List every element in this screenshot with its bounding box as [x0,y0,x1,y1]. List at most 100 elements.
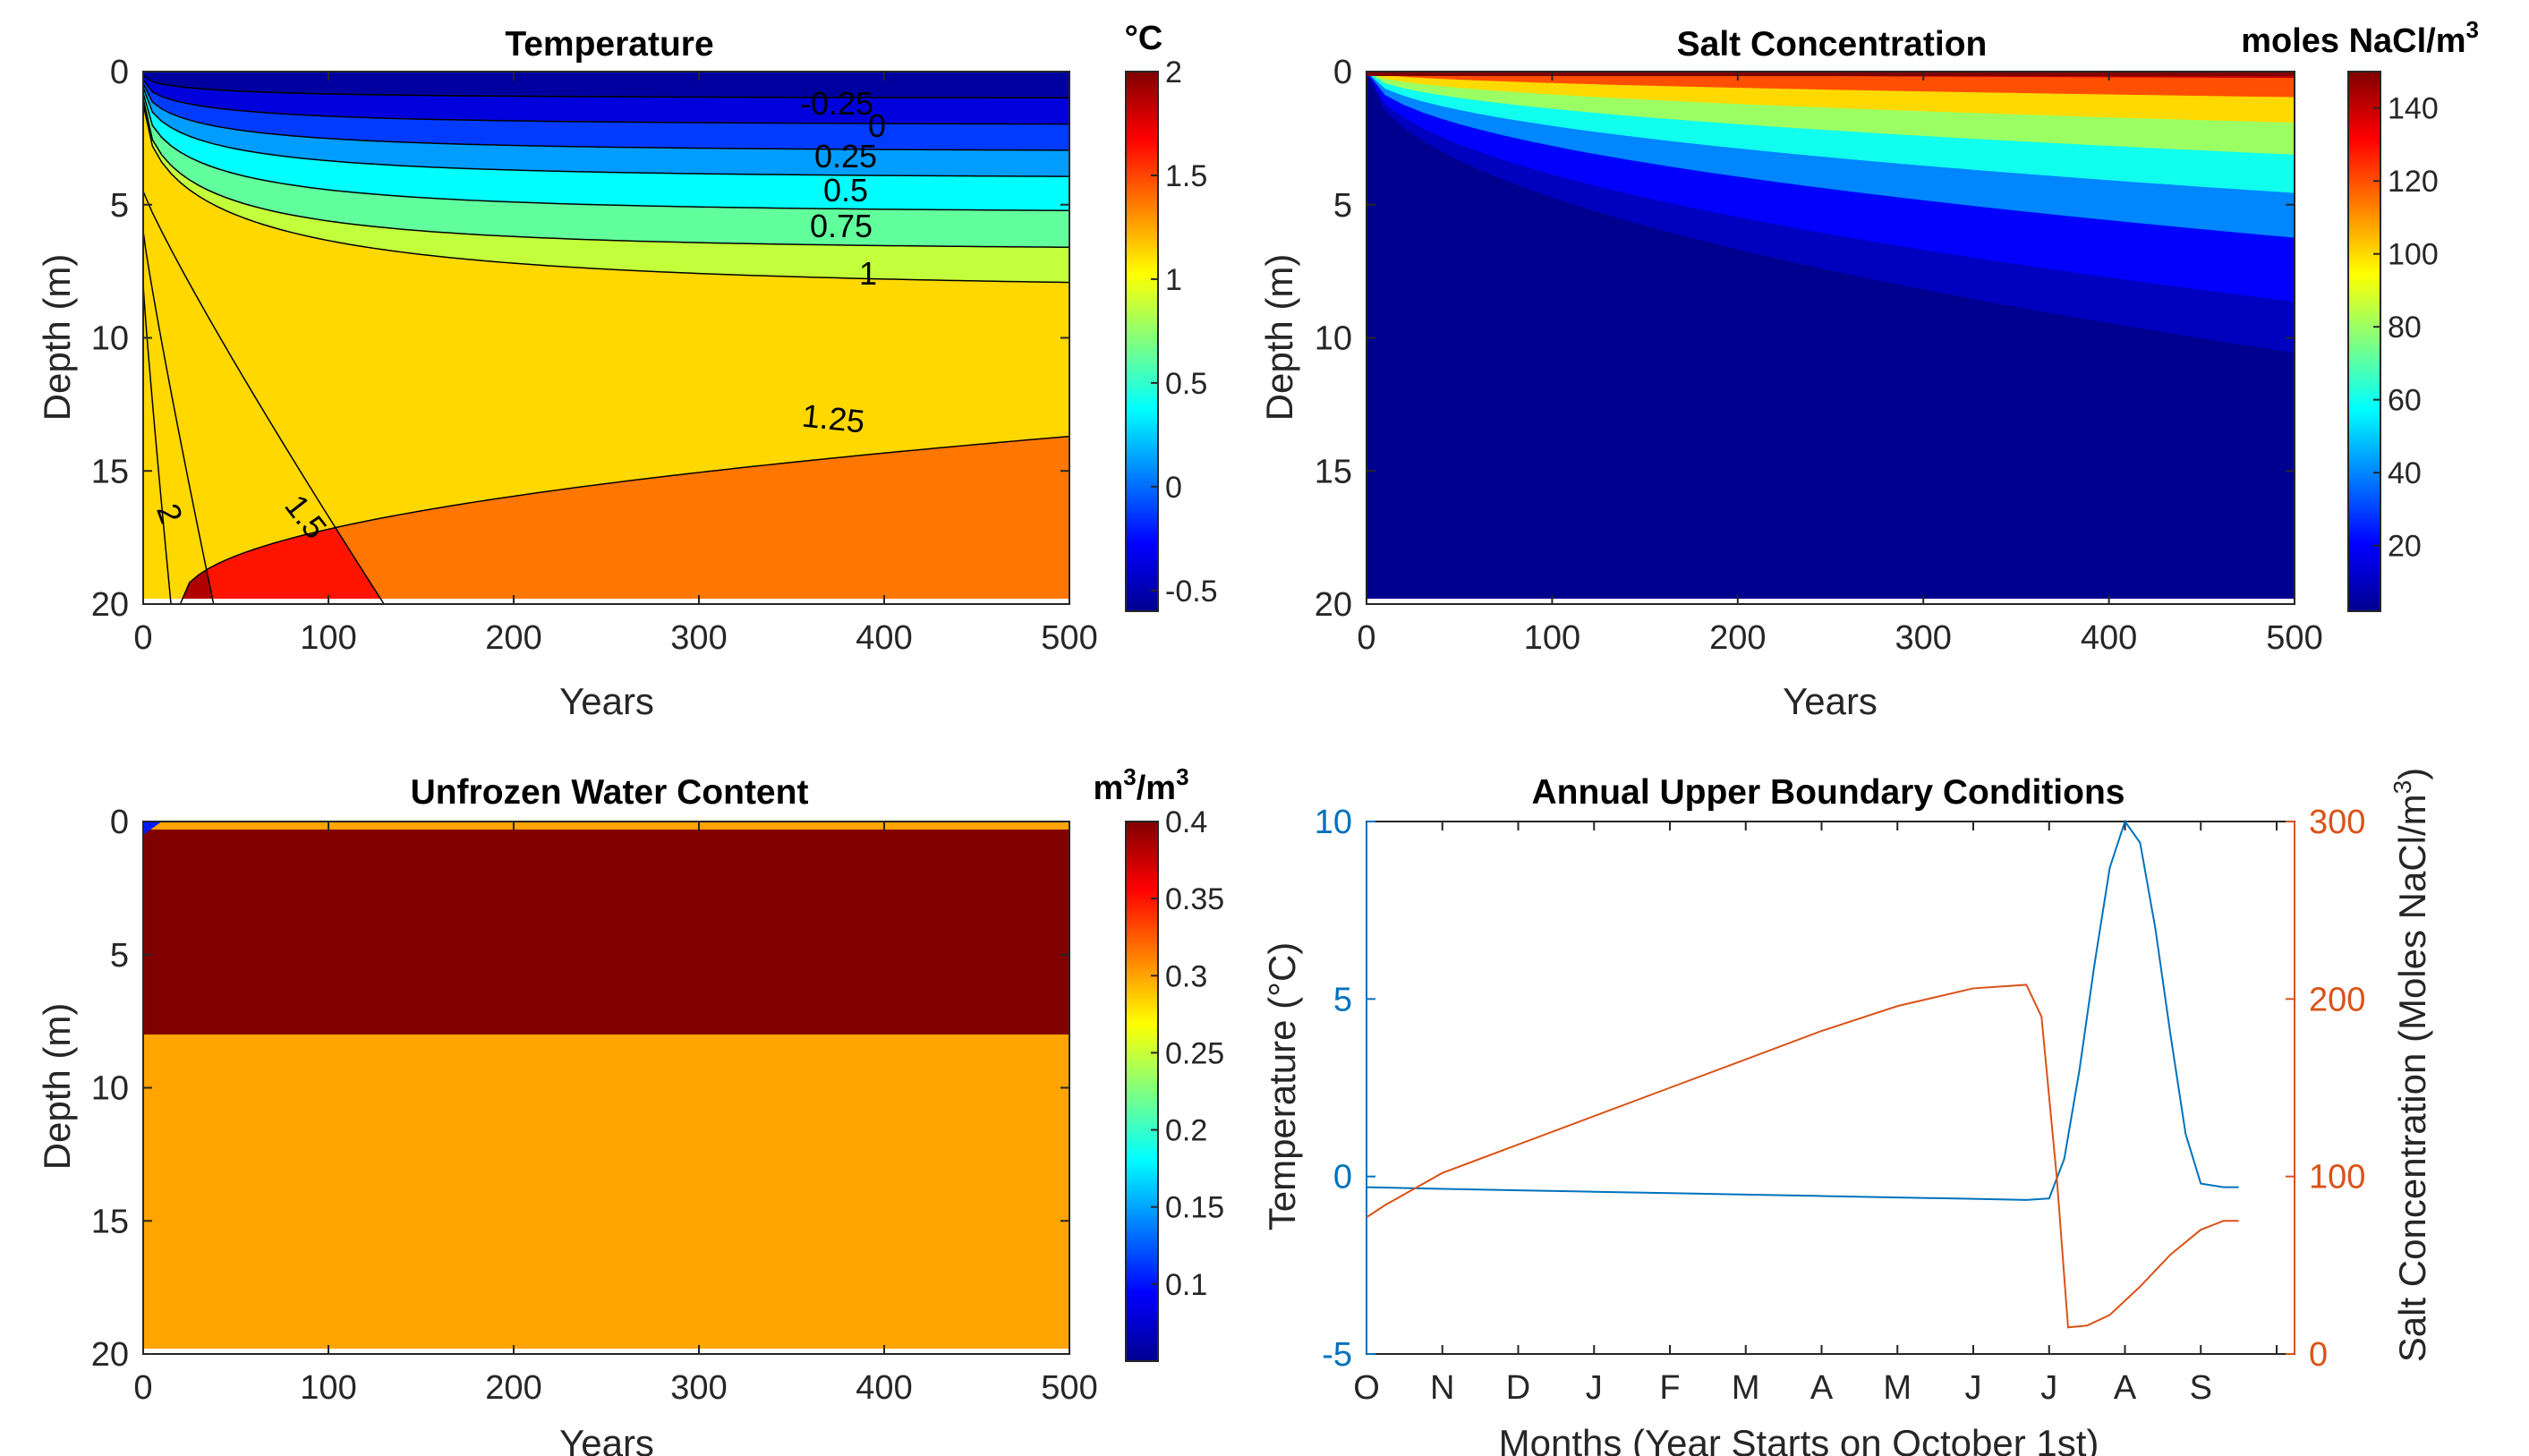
boundary-ytick-left-label: 0 [1333,1159,1352,1196]
salt-ytick-label: 20 [1315,586,1352,624]
salt-colorbar-gradient [2347,71,2381,612]
salt-xtick-label: 500 [2266,619,2322,657]
temperature-contour-line [142,79,1070,125]
boundary-plot-area[interactable] [1366,821,2295,1355]
boundary-xtick-label: A [1810,1369,1834,1407]
water-xtick-label: 0 [133,1369,152,1407]
temperature-series-line [1366,819,2239,1201]
temperature-ytick-label: 15 [91,453,129,490]
water-surface-layer [143,822,1069,830]
temperature-contour-line [142,231,215,605]
water-axes: 0 100 200 300 400 500 0 5 10 15 20 [91,804,1098,1407]
temperature-colorbar-tick-label: 0.5 [1165,367,1207,401]
salt-xtick-label: 300 [1895,619,1951,657]
temperature-xtick-label: 300 [670,619,727,657]
boundary-xtick-label: M [1883,1369,1912,1407]
boundary-xtick-label: J [1965,1369,1982,1407]
temperature-ytick-label: 10 [91,320,129,358]
salt-xtick-label: 0 [1357,619,1375,657]
temperature-title: Temperature [505,25,713,64]
temperature-colorbar-unit: °C [1125,20,1163,57]
contour-label-minus-0-25: -0.25 [800,85,873,122]
salt-colorbar-tick-label: 40 [2388,456,2422,490]
temperature-bottom-strip [144,599,1069,604]
boundary-ylabel-left: Temperature (°C) [1261,942,1303,1231]
contour-label-1-25: 1.25 [800,397,866,440]
temperature-colorbar-tick-label: -0.5 [1165,575,1218,609]
salt-bottom-strip [1367,599,2294,604]
temperature-xtick-label: 500 [1041,619,1097,657]
temperature-panel: Temperature -0.25 0 0.25 0.5 0.75 1 1.25… [36,20,1218,722]
boundary-ytick-left-label: 10 [1315,804,1352,841]
water-colorbar-tick-label: 0.4 [1165,805,1207,839]
water-ytick-label: 5 [110,937,129,975]
temperature-contour-fill [143,72,1069,604]
temperature-colorbar-tick-label: 1.5 [1165,159,1207,193]
salt-series-line [1366,983,2239,1329]
salt-colorbar-tick-label: 140 [2388,92,2439,126]
contour-label-1: 1 [859,255,877,292]
temperature-xtick-label: 100 [300,619,356,657]
salt-colorbar-tick-label: 80 [2388,311,2422,345]
contour-label-0-75: 0.75 [810,208,873,244]
water-xtick-label: 200 [485,1369,541,1407]
water-panel: Unfrozen Water Content 0 100 200 300 400 5000… [36,763,1224,1456]
water-colorbar-tick-label: 0.3 [1165,959,1207,993]
boundary-ytick-right-label: 300 [2309,804,2365,841]
water-colorbar-unit: m3/m3 [1093,763,1188,807]
contour-label-0-25: 0.25 [814,138,877,175]
water-xlabel: Years [559,1422,654,1456]
salt-surface [1367,72,2295,76]
water-colorbar-tick-label: 0.25 [1165,1036,1224,1070]
water-xtick-label: 100 [300,1369,356,1407]
salt-colorbar-tick-label: 60 [2388,384,2422,418]
water-colorbar-tick-label: 0.2 [1165,1114,1207,1148]
contour-label-0-5: 0.5 [823,172,868,209]
water-xtick-label: 300 [670,1369,727,1407]
temperature-colorbar: -0.5 0 0.5 1 1.5 2 [1125,55,1218,612]
temperature-xtick-label: 400 [856,619,912,657]
boundary-panel: Annual Upper Boundary Conditions O N D J F M A… [1261,768,2433,1456]
boundary-xtick-label: J [2040,1369,2057,1407]
water-colorbar-tick-label: 0.1 [1165,1268,1207,1302]
salt-panel: Salt Concentration 0 100 200 300 400 500 0 5 10 1… [1258,16,2479,722]
boundary-xtick-label: F [1659,1369,1680,1407]
salt-colorbar-unit: moles NaCl/m3 [2241,16,2479,60]
water-colorbar-tick-label: 0.35 [1165,882,1224,916]
temperature-contour-line [143,435,1070,605]
salt-xtick-label: 100 [1524,619,1580,657]
salt-ylabel: Depth (m) [1258,254,1300,421]
water-fill [143,822,1069,1354]
temperature-ylabel: Depth (m) [36,254,78,421]
salt-title: Salt Concentration [1677,25,1988,64]
boundary-ytick-right-label: 100 [2309,1159,2365,1196]
boundary-xtick-label: O [1353,1369,1380,1407]
salt-xtick-label: 400 [2081,619,2137,657]
water-colorbar-tick-label: 0.15 [1165,1191,1224,1225]
temperature-ytick-label: 0 [110,54,129,91]
temperature-ytick-label: 20 [91,586,129,624]
salt-colorbar-tick-label: 120 [2388,165,2439,199]
contour-label-0: 0 [868,107,886,144]
temperature-colorbar-tick-label: 1 [1165,263,1182,297]
salt-axes: 0 100 200 300 400 500 0 5 10 15 20 [1315,54,2323,657]
salt-ytick-label: 15 [1315,453,1352,490]
water-title: Unfrozen Water Content [411,773,809,812]
boundary-xtick-label: N [1430,1369,1454,1407]
temperature-colorbar-tick-label: 2 [1165,55,1182,89]
water-xtick-label: 500 [1041,1369,1097,1407]
water-ylabel: Depth (m) [36,1003,78,1171]
salt-fill [1367,72,2295,604]
temperature-colorbar-gradient [1125,71,1159,612]
temperature-contour-line [142,74,1070,99]
temperature-xlabel: Years [559,680,654,722]
boundary-xlabel: Months (Year Starts on October 1st) [1499,1422,2099,1456]
water-layer [143,1035,1069,1354]
water-bottom-strip [144,1349,1069,1354]
temperature-contour-labels: -0.25 0 0.25 0.5 0.75 1 1.25 1.5 2 [149,85,886,546]
boundary-ylabel-right: Salt Concentration (Moles NaCl/m3) [2388,768,2433,1362]
boundary-ytick-right-label: 200 [2309,981,2365,1018]
salt-ytick-label: 5 [1333,187,1352,225]
